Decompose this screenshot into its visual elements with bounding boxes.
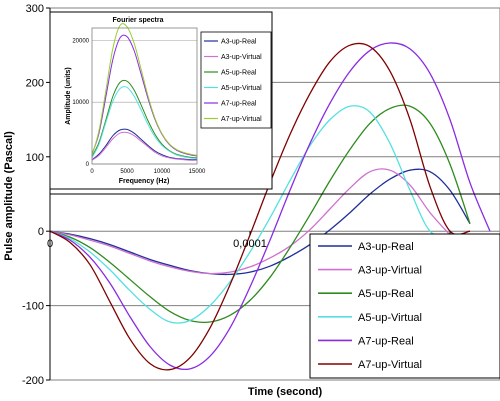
inset-series-group [91,23,198,161]
main-legend-label-a7-up-real: A7-up-Real [358,335,414,347]
inset-x-tick-label: 15000 [189,169,206,175]
main-series-group [49,42,491,371]
inset-series-line-a5-up-real [91,79,198,159]
inset-x-axis-title: Frequency (Hz) [119,178,170,185]
main-series-line-a5-up-real [49,104,471,323]
main-y-tick-group: -200 -100 0 100 200 300 [22,3,50,387]
inset-x-tick-label: 0 [90,169,94,175]
main-series-line-a7-up-virtual [49,42,471,371]
inset-series-line-a5-up-virtual [91,86,198,159]
main-x-tick-label: 0,0001 [233,238,267,250]
main-y-axis-title: Pulse amplitude (Pascal) [3,131,15,261]
main-y-tick-label: 200 [26,77,44,89]
main-legend-label-a5-up-virtual: A5-up-Virtual [358,312,422,324]
inset-series-line-a3-up-virtual [91,131,198,161]
inset-legend: A3-up-Real A3-up-Virtual A5-up-Real A5-up-V… [200,31,272,129]
inset-y-tick-group: 0 10000 20000 [72,38,89,168]
inset-y-tick-label: 20000 [72,38,89,44]
inset-title: Fourier spectra [113,17,164,24]
main-series-line-a7-up-real [49,42,491,371]
main-legend-label-a7-up-virtual: A7-up-Virtual [358,359,422,371]
inset-y-axis-title: Amplitude (units) [65,67,72,125]
main-legend-label-a3-up-virtual: A3-up-Virtual [358,265,422,277]
inset-series-line-a7-up-real [91,34,198,157]
inset-legend-label-a7-up-virtual: A7-up-Virtual [221,116,262,123]
main-legend-box [309,233,500,379]
inset-series-line-a3-up-real [91,128,198,161]
inset-legend-label-a3-up-real: A3-up-Real [221,39,257,46]
inset-legend-label-a5-up-virtual: A5-up-Virtual [221,85,262,92]
main-y-tick-label: 300 [26,3,44,15]
main-y-tick-label: -100 [22,301,44,313]
inset-y-tick-label: 0 [86,162,90,168]
inset-y-tick-label: 10000 [72,100,89,106]
main-y-tick-label: 0 [38,226,44,238]
inset-x-tick-group: 0 5000 10000 15000 [90,169,206,175]
inset-plot-frame [91,27,198,165]
main-x-tick-label: 0 [47,238,53,250]
inset-series-line-a7-up-virtual [91,23,198,156]
inset-x-tick-label: 10000 [154,169,171,175]
inset-legend-label-a5-up-real: A5-up-Real [221,70,257,77]
main-x-axis-title: Time (second) [248,386,323,398]
inset-legend-box [200,31,272,129]
main-legend-label-a5-up-real: A5-up-Real [358,288,414,300]
main-y-tick-label: 100 [26,152,44,164]
inset-legend-label-a7-up-real: A7-up-Real [221,101,257,108]
main-legend-label-a3-up-real: A3-up-Real [358,241,414,253]
main-y-tick-label: -200 [22,375,44,387]
inset-x-tick-label: 5000 [120,169,134,175]
main-legend: A3-up-Real A3-up-Virtual A5-up-Real A5-up-V… [309,233,500,379]
main-series-line-a3-up-virtual [49,168,451,275]
main-series-line-a3-up-real [49,168,471,276]
inset-legend-label-a3-up-virtual: A3-up-Virtual [221,54,262,61]
inset-chart: Fourier spectra 0 10000 20000 0 5000 10000 15… [49,11,273,190]
main-series-line-a5-up-virtual [49,105,451,324]
